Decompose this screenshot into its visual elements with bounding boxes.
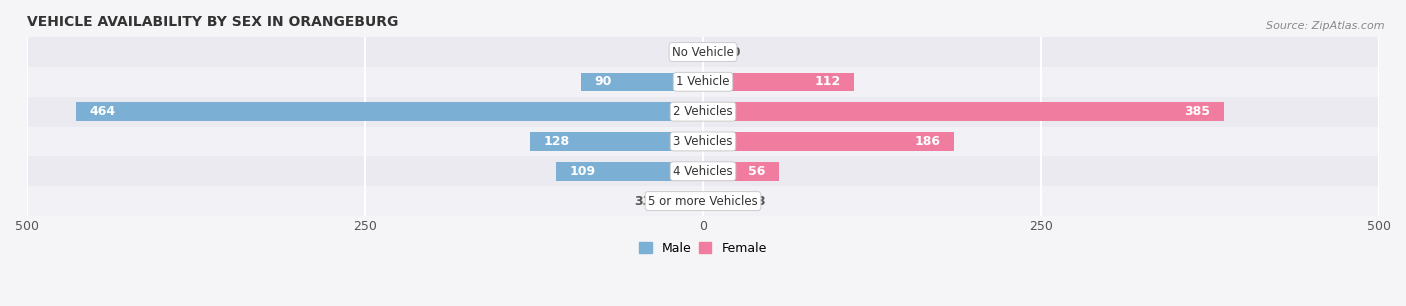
Text: 0: 0 [688,46,696,58]
Text: 5 or more Vehicles: 5 or more Vehicles [648,195,758,207]
Text: 3 Vehicles: 3 Vehicles [673,135,733,148]
Bar [658,192,703,210]
Text: 2 Vehicles: 2 Vehicles [673,105,733,118]
Bar [27,186,1379,216]
Text: 128: 128 [544,135,569,148]
Legend: Male, Female: Male, Female [634,237,772,260]
Text: No Vehicle: No Vehicle [672,46,734,58]
Bar [27,67,1379,97]
Text: 4 Vehicles: 4 Vehicles [673,165,733,178]
Text: 109: 109 [569,165,595,178]
Bar [530,132,703,151]
Text: 385: 385 [1184,105,1211,118]
Text: 464: 464 [89,105,115,118]
Bar [703,162,779,181]
Text: 112: 112 [814,75,841,88]
Text: 56: 56 [748,165,765,178]
Bar [27,156,1379,186]
Bar [27,97,1379,127]
Bar [27,127,1379,156]
Text: 1 Vehicle: 1 Vehicle [676,75,730,88]
Bar [703,43,717,61]
Text: 28: 28 [748,195,765,207]
Bar [555,162,703,181]
Text: 186: 186 [915,135,941,148]
Text: 90: 90 [595,75,612,88]
Text: 10: 10 [723,46,741,58]
Bar [703,73,855,91]
Bar [703,132,955,151]
Bar [703,103,1223,121]
Bar [703,192,741,210]
Bar [27,37,1379,67]
Bar [76,103,703,121]
Text: Source: ZipAtlas.com: Source: ZipAtlas.com [1267,21,1385,32]
Text: VEHICLE AVAILABILITY BY SEX IN ORANGEBURG: VEHICLE AVAILABILITY BY SEX IN ORANGEBUR… [27,15,398,29]
Text: 33: 33 [634,195,651,207]
Bar [581,73,703,91]
